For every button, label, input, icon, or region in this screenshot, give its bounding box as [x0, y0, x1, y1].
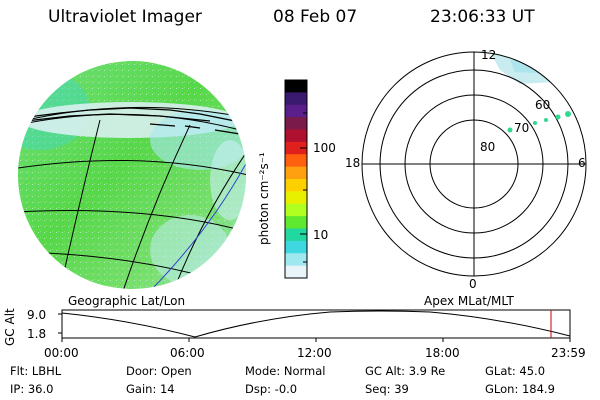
info-gc-alt: GC Alt: 3.9 Re	[365, 364, 446, 378]
mlt-label-12: 12	[481, 48, 497, 62]
timeline-xtick: 12:00	[297, 346, 332, 360]
timeline-plot	[58, 309, 571, 342]
instrument-title: Ultraviolet Imager	[48, 7, 202, 27]
colorbar-tick-10: 10	[313, 228, 329, 242]
polar-panel-label: Apex MLat/MLT	[424, 294, 514, 308]
mlat-label-70: 70	[514, 121, 530, 135]
info-glon: GLon: 184.9	[485, 382, 555, 396]
image-time: 23:06:33 UT	[430, 7, 535, 27]
info-mode: Mode: Normal	[245, 364, 326, 378]
timeline-xtick: 18:00	[425, 346, 460, 360]
colorbar-band	[285, 191, 307, 205]
timeline-ylabel: GC Alt	[3, 308, 17, 346]
colorbar-band	[285, 265, 307, 279]
colorbar-band	[285, 154, 307, 168]
info-seq: Seq: 39	[365, 382, 409, 396]
timeline-xtick: 06:00	[170, 346, 205, 360]
colorbar-band	[285, 240, 307, 254]
mlt-label-6: 6	[578, 156, 586, 170]
timeline-ytick-low: 1.8	[27, 327, 47, 341]
colorbar-band	[285, 117, 307, 131]
image-date: 08 Feb 07	[273, 7, 358, 27]
mlat-label-60: 60	[535, 98, 551, 112]
info-dsp: Dsp: -0.0	[245, 382, 298, 396]
colorbar-band	[285, 179, 307, 192]
mlt-label-0: 0	[469, 277, 477, 291]
colorbar-band	[285, 216, 307, 230]
info-ip: IP: 36.0	[10, 382, 54, 396]
colorbar	[284, 79, 308, 279]
geographic-globe	[18, 61, 246, 289]
colorbar-band	[285, 141, 307, 155]
colorbar-band	[285, 166, 307, 180]
geographic-panel-label: Geographic Lat/Lon	[68, 294, 186, 308]
colorbar-band	[285, 129, 307, 143]
colorbar-band	[285, 253, 307, 267]
colorbar-band	[285, 92, 307, 106]
info-door: Door: Open	[126, 364, 192, 378]
info-filter: Flt: LBHL	[10, 364, 62, 378]
info-gain: Gain: 14	[126, 382, 175, 396]
colorbar-band	[285, 104, 307, 118]
timeline-xtick: 00:00	[44, 346, 79, 360]
timeline-xtick: 23:59	[551, 346, 586, 360]
mlat-label-80: 80	[480, 140, 496, 154]
colorbar-label: photon cm⁻²s⁻¹	[257, 152, 271, 245]
colorbar-band	[285, 203, 307, 217]
info-glat: GLat: 45.0	[485, 364, 546, 378]
colorbar-band	[285, 228, 307, 242]
colorbar-tick-100: 100	[313, 141, 336, 155]
polar-plot	[361, 51, 587, 277]
colorbar-band	[285, 80, 307, 93]
timeline-ytick-high: 9.0	[27, 308, 47, 322]
mlt-label-18: 18	[345, 156, 361, 170]
